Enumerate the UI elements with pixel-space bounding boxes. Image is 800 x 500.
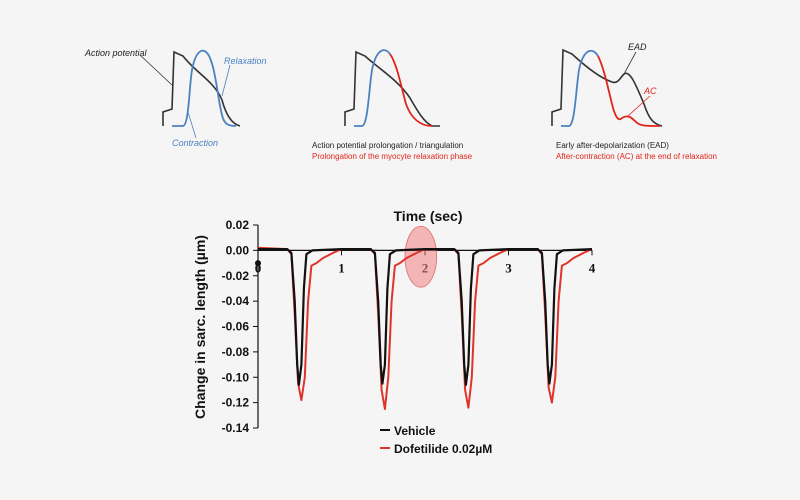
legend-vehicle-label: Vehicle — [394, 424, 436, 438]
ac-pointer — [627, 95, 651, 117]
x-tick-label: 4 — [589, 260, 596, 275]
relaxation-trace-red — [597, 55, 661, 127]
x-tick-label: 3 — [505, 260, 512, 275]
contraction-pointer — [187, 111, 197, 139]
y-tick-label: 0.00 — [226, 243, 250, 257]
highlight-region — [404, 225, 438, 288]
action-potential-label: Action potential — [84, 48, 148, 58]
action-potential-trace — [344, 50, 440, 127]
relaxation-pointer — [221, 64, 231, 97]
y-tick-label: -0.02 — [222, 269, 250, 283]
prolongation-caption: Action potential prolongation / triangul… — [312, 141, 463, 150]
series-vehicle-line — [258, 248, 593, 386]
relaxation-label: Relaxation — [224, 56, 267, 66]
contraction-trace — [172, 49, 237, 127]
contraction-trace-blue — [354, 49, 391, 127]
x-tick-label: 1 — [338, 260, 345, 275]
relaxation-trace-red — [389, 53, 433, 127]
ac-label: AC — [643, 86, 657, 96]
y-tick-label: -0.10 — [222, 370, 250, 384]
y-tick-label: -0.06 — [222, 320, 250, 334]
y-tick-label: -0.12 — [222, 396, 250, 410]
schematic-prolongation: Action potential prolongation / triangul… — [312, 49, 473, 161]
contraction-trace-blue — [561, 49, 599, 127]
relaxation-prolongation-caption: Prolongation of the myocyte relaxation p… — [312, 152, 473, 161]
action-potential-pointer — [139, 54, 173, 86]
contraction-label: Contraction — [172, 138, 218, 148]
schematic-normal: Action potential Relaxation Contraction — [84, 48, 267, 148]
sarcomere-length-chart: 0.02 0.00 -0.02 -0.04 -0.06 -0.08 -0.10 -0.12 -0… — [192, 208, 596, 456]
series-layer — [257, 225, 593, 410]
x-tick-label: 0 — [255, 260, 262, 275]
legend-dofetilide-label: Dofetilide 0.02µM — [394, 442, 492, 456]
y-axis: 0.02 0.00 -0.02 -0.04 -0.06 -0.08 -0.10 -0.12 -0… — [222, 218, 259, 435]
schematic-ead: EAD AC Early after-depolarization (EAD) … — [551, 42, 717, 161]
ead-caption: Early after-depolarization (EAD) — [556, 141, 669, 150]
ac-caption: After-contraction (AC) at the end of rel… — [556, 152, 717, 161]
y-tick-label: -0.04 — [222, 294, 250, 308]
ead-label: EAD — [628, 42, 647, 52]
y-tick-label: -0.08 — [222, 345, 250, 359]
y-tick-label: -0.14 — [222, 421, 250, 435]
legend: Vehicle Dofetilide 0.02µM — [380, 424, 492, 456]
origin-marker — [255, 260, 261, 267]
ead-pointer — [623, 51, 637, 75]
y-axis-label: Change in sarc. length (µm) — [192, 235, 208, 419]
action-potential-trace — [551, 48, 663, 127]
y-tick-label: 0.02 — [226, 218, 250, 232]
chart-title: Time (sec) — [394, 208, 463, 224]
